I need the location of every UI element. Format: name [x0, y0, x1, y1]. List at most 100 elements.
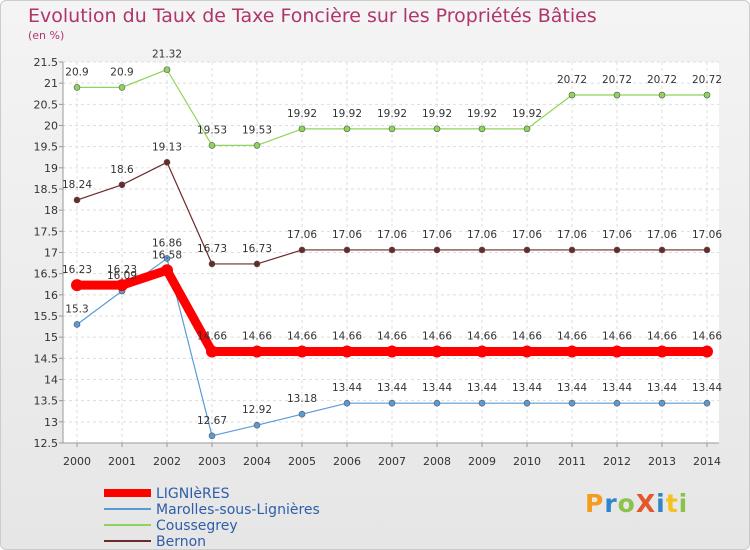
data-label: 20.9 — [110, 66, 133, 78]
data-label: 19.92 — [467, 108, 497, 120]
data-point — [163, 159, 171, 166]
chart-title: Evolution du Taux de Taxe Foncière sur l… — [28, 5, 597, 27]
logo-letter: P — [585, 489, 605, 518]
data-label: 13.44 — [467, 382, 497, 394]
data-point — [656, 345, 668, 358]
data-label: 14.66 — [332, 331, 362, 343]
data-label: 20.72 — [647, 74, 677, 86]
logo-letter: X — [635, 489, 657, 518]
data-label: 19.53 — [242, 124, 272, 136]
data-label: 16.23 — [107, 264, 137, 276]
legend: LIGNIèRESMarolles-sous-LignièresCoussegr… — [104, 486, 320, 549]
data-label: 12.92 — [242, 404, 272, 416]
data-label: 14.66 — [602, 331, 632, 343]
y-tick-label: 17 — [44, 247, 58, 260]
x-tick-label: 2001 — [108, 455, 136, 468]
data-label: 13.44 — [692, 382, 722, 394]
data-label: 13.44 — [512, 382, 542, 394]
y-tick-label: 12.5 — [34, 437, 59, 450]
logo-letter: o — [617, 489, 636, 518]
data-label: 13.44 — [602, 382, 632, 394]
data-point — [703, 91, 711, 99]
data-point — [208, 432, 216, 440]
data-label: 20.9 — [65, 66, 88, 78]
data-label: 14.66 — [242, 331, 272, 343]
data-label: 16.73 — [197, 243, 227, 255]
x-tick-labels: 2000 2001 2002 2003 2004 2005 2006 2007 2008 2009… — [63, 455, 721, 468]
data-point — [208, 142, 216, 149]
data-label: 19.92 — [287, 108, 317, 120]
x-tick-label: 2000 — [63, 455, 91, 468]
y-tick-label: 21 — [44, 77, 58, 90]
data-point — [476, 345, 488, 358]
data-point — [116, 279, 128, 292]
legend-label-2: Coussegrey — [156, 518, 238, 534]
data-point — [343, 246, 351, 254]
data-point — [388, 399, 396, 407]
data-point — [703, 246, 711, 254]
data-label: 16.09 — [107, 270, 137, 282]
data-label: 17.06 — [602, 229, 632, 241]
y-tick-label: 14 — [44, 374, 58, 387]
data-label: 14.66 — [287, 331, 317, 343]
data-point — [658, 399, 666, 407]
data-point — [118, 181, 126, 189]
data-label: 17.06 — [422, 229, 452, 241]
data-point — [433, 246, 441, 254]
data-label: 16.23 — [62, 264, 92, 276]
y-tick-label: 20.5 — [34, 98, 59, 111]
data-point — [71, 279, 83, 292]
y-tick-label: 15 — [44, 331, 58, 344]
axes — [59, 61, 719, 447]
data-label: 19.92 — [512, 108, 542, 120]
data-point — [523, 399, 531, 407]
data-point — [523, 125, 531, 133]
data-point — [658, 246, 666, 254]
data-label: 13.44 — [647, 382, 677, 394]
y-tick-label: 21.5 — [34, 56, 59, 69]
y-tick-label: 15.5 — [34, 310, 59, 323]
data-label: 13.44 — [422, 382, 452, 394]
data-label: 17.06 — [647, 229, 677, 241]
y-tick-label: 13.5 — [34, 395, 59, 408]
data-label: 14.66 — [422, 331, 452, 343]
data-point — [163, 255, 171, 262]
data-point — [298, 410, 306, 418]
x-tick-label: 2002 — [153, 455, 181, 468]
data-label: 17.06 — [332, 229, 362, 241]
x-tick-label: 2010 — [513, 455, 541, 468]
data-label: 14.66 — [467, 331, 497, 343]
data-point — [433, 399, 441, 407]
data-label: 18.6 — [110, 164, 134, 176]
y-tick-label: 16.5 — [34, 268, 59, 281]
y-tick-label: 18.5 — [34, 183, 59, 196]
data-label: 20.72 — [692, 74, 722, 86]
data-label: 19.13 — [152, 141, 182, 153]
data-point — [521, 345, 533, 358]
data-label: 14.66 — [197, 331, 227, 343]
data-label: 13.44 — [557, 382, 587, 394]
data-label: 19.53 — [197, 124, 227, 136]
data-label: 19.92 — [422, 108, 452, 120]
data-point — [433, 125, 441, 133]
data-point — [613, 399, 621, 407]
data-point — [523, 246, 531, 254]
data-label: 16.73 — [242, 243, 272, 255]
data-point — [566, 345, 578, 358]
data-label: 14.66 — [692, 331, 722, 343]
data-point — [118, 84, 126, 91]
x-tick-label: 2012 — [603, 455, 631, 468]
data-point — [343, 125, 351, 133]
data-point — [388, 125, 396, 133]
data-point — [701, 345, 713, 358]
y-tick-labels: 12.5 13 13.5 14 14.5 15 15.5 16 16.5 17 17.5 18 18.5… — [34, 56, 59, 450]
logo-letter: i — [678, 489, 689, 518]
data-point — [208, 260, 216, 268]
data-label: 13.18 — [287, 393, 317, 405]
data-point — [298, 125, 306, 133]
x-tick-label: 2009 — [468, 455, 496, 468]
data-label: 13.44 — [377, 382, 407, 394]
data-label: 17.06 — [287, 229, 317, 241]
data-label: 17.06 — [557, 229, 587, 241]
data-point — [73, 196, 81, 204]
